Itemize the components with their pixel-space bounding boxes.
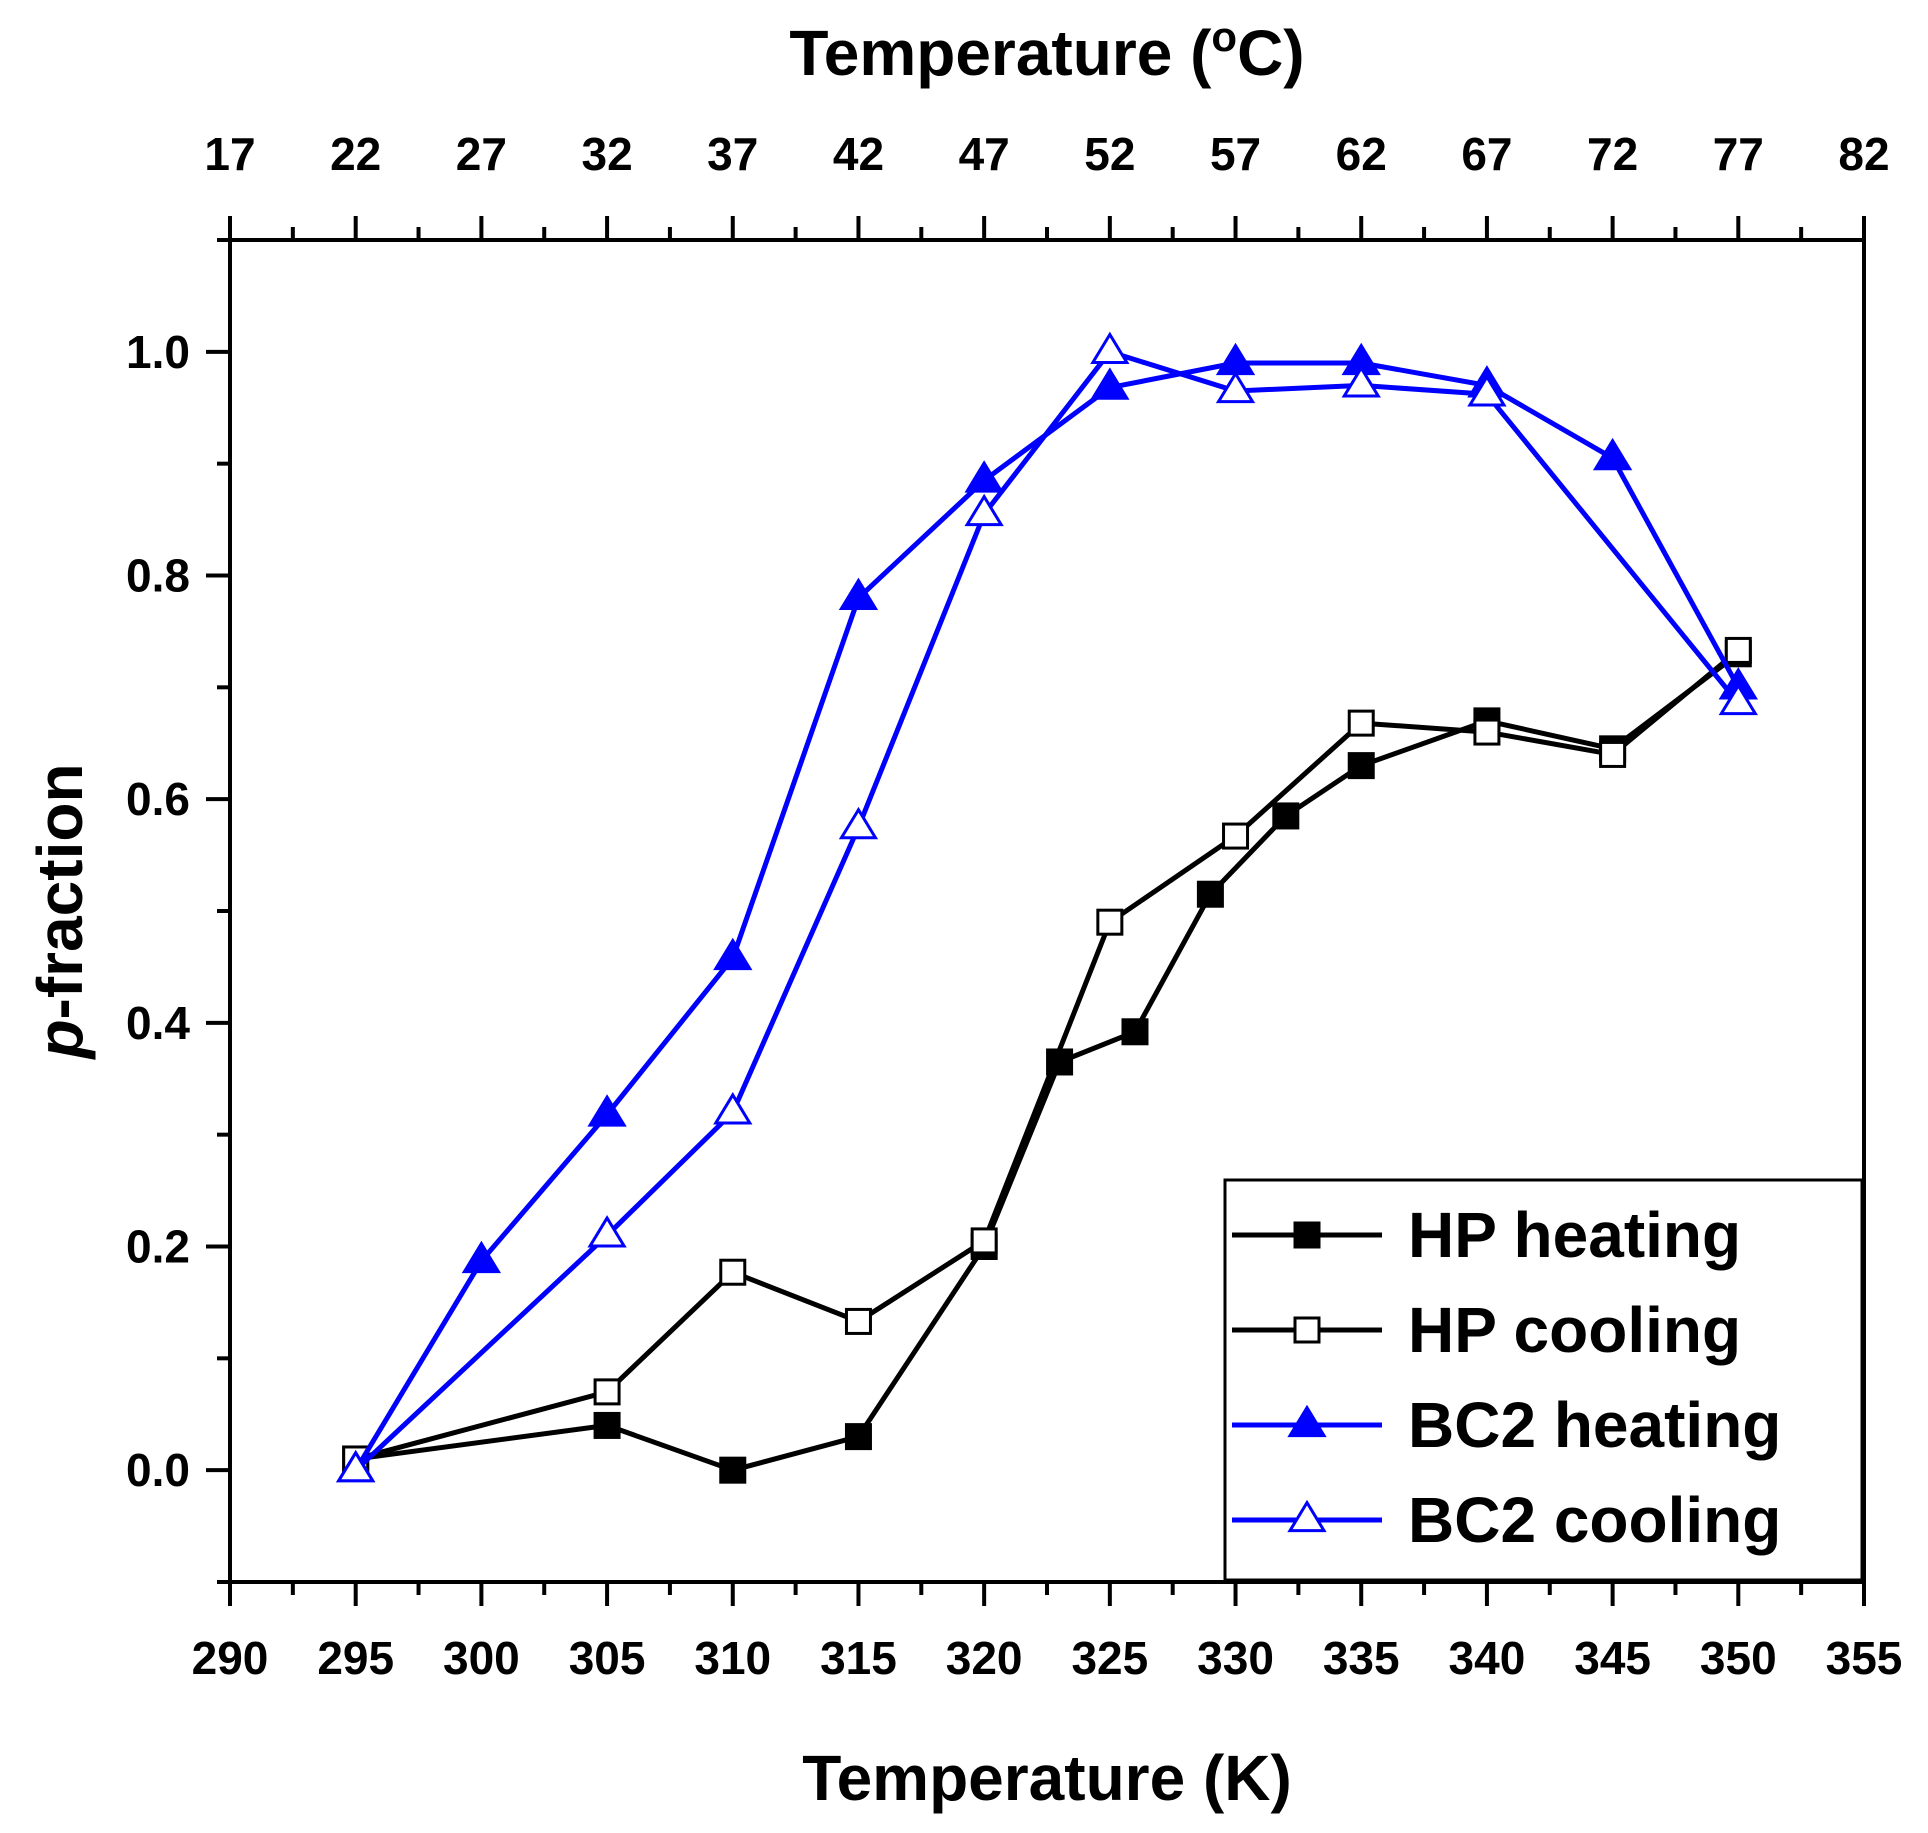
series-hp-cooling (342, 636, 1752, 1473)
legend-label-hp-cooling: HP cooling (1408, 1294, 1741, 1366)
x-tick-label: 295 (317, 1632, 394, 1684)
top-tick-label: 27 (456, 128, 507, 180)
data-point-bc2-heating (461, 1240, 502, 1274)
data-point-bc2-cooling (1341, 365, 1381, 398)
x-axis-title: Temperature (K) (802, 1742, 1292, 1814)
legend-label-bc2-cooling: BC2 cooling (1408, 1484, 1781, 1556)
data-point-hp-heating (1272, 802, 1300, 830)
legend-marker-hp-cooling (1293, 1316, 1321, 1344)
y-axis: 0.0 0.2 0.4 0.6 0.8 1.0 (126, 238, 230, 1584)
data-point-hp-cooling (719, 1258, 747, 1286)
bottom-x-axis: 290 295 300 305 310 315 320 325 330 335 340 345 350 3… (192, 1582, 1903, 1684)
y-tick-label: 1.0 (126, 326, 190, 378)
data-point-hp-heating (1347, 752, 1375, 780)
legend-box (1223, 1178, 1864, 1582)
x-tick-label: 320 (946, 1632, 1023, 1684)
top-tick-label: 52 (1084, 128, 1135, 180)
legend: HP heating HP cooling BC2 heating BC2 cooli… (1223, 1178, 1864, 1582)
top-tick-label: 47 (959, 128, 1010, 180)
top-tick-label: 32 (581, 128, 632, 180)
x-tick-label: 300 (443, 1632, 520, 1684)
data-point-hp-cooling (593, 1378, 621, 1406)
data-point-bc2-heating (838, 577, 879, 611)
data-point-bc2-cooling (1718, 682, 1758, 716)
legend-label-bc2-heating: BC2 heating (1408, 1389, 1781, 1461)
data-point-hp-heating (1121, 1018, 1149, 1046)
data-point-bc2-cooling (1215, 370, 1256, 404)
x-tick-label: 305 (569, 1632, 646, 1684)
data-point-hp-heating (593, 1411, 621, 1439)
data-point-bc2-heating (713, 937, 753, 971)
legend-marker-bc2-cooling (1287, 1499, 1327, 1533)
data-point-bc2-cooling (713, 1092, 753, 1125)
top-x-axis: 17 22 27 32 37 42 47 52 57 62 67 72 77 82 (204, 128, 1890, 240)
data-point-bc2-cooling (1090, 331, 1130, 364)
x-tick-label: 355 (1826, 1632, 1903, 1684)
x-tick-label: 330 (1197, 1632, 1274, 1684)
data-point-hp-cooling (1096, 908, 1124, 936)
data-point-bc2-heating (1592, 437, 1633, 471)
top-tick-label: 37 (707, 128, 758, 180)
data-point-hp-cooling (970, 1227, 998, 1255)
data-point-hp-cooling (1347, 709, 1375, 737)
top-tick-label: 77 (1713, 128, 1764, 180)
series-bc2-cooling (336, 331, 1758, 1483)
data-point-bc2-heating (1215, 342, 1256, 376)
data-point-bc2-cooling (964, 493, 1004, 527)
y-tick-label: 0.4 (126, 997, 190, 1049)
y-tick-label: 0.6 (126, 773, 190, 825)
data-point-bc2-cooling (587, 1215, 627, 1248)
top-tick-label: 72 (1587, 128, 1638, 180)
x-tick-label: 345 (1574, 1632, 1651, 1684)
x-tick-label: 290 (192, 1632, 269, 1684)
data-point-bc2-cooling (838, 806, 879, 840)
top-tick-label: 57 (1210, 128, 1261, 180)
series-layer (336, 331, 1758, 1484)
data-point-hp-cooling (1599, 740, 1627, 768)
y-tick-label: 0.8 (126, 550, 190, 602)
top-tick-label: 67 (1461, 128, 1512, 180)
top-tick-label: 42 (833, 128, 884, 180)
x-tick-label: 340 (1449, 1632, 1526, 1684)
legend-marker-hp-heating (1293, 1221, 1321, 1249)
data-point-hp-cooling (1222, 822, 1250, 850)
data-point-hp-cooling (844, 1307, 872, 1335)
top-tick-label: 62 (1336, 128, 1387, 180)
data-point-hp-heating (719, 1456, 747, 1484)
data-point-bc2-heating (1090, 367, 1130, 400)
x-tick-label: 350 (1700, 1632, 1777, 1684)
data-point-bc2-cooling (1467, 374, 1507, 407)
data-point-hp-heating (844, 1423, 872, 1451)
top-tick-label: 17 (204, 128, 255, 180)
data-point-bc2-heating (964, 460, 1004, 493)
legend-label-hp-heating: HP heating (1408, 1199, 1741, 1271)
legend-marker-bc2-heating (1287, 1404, 1327, 1438)
top-tick-label: 22 (330, 128, 381, 180)
data-point-hp-heating (1196, 880, 1224, 908)
x-tick-label: 325 (1071, 1632, 1148, 1684)
x-tick-label: 315 (820, 1632, 897, 1684)
x-tick-label: 310 (694, 1632, 771, 1684)
top-tick-label: 82 (1838, 128, 1889, 180)
x-tick-label: 335 (1323, 1632, 1400, 1684)
data-point-bc2-cooling (336, 1449, 376, 1483)
y-axis-title: p-fraction (24, 763, 96, 1060)
series-line-bc2-cooling (353, 349, 1741, 1473)
top-x-axis-title: Temperature (oC) (789, 13, 1304, 89)
data-point-hp-cooling (1473, 718, 1501, 746)
y-tick-label: 0.2 (126, 1221, 190, 1273)
data-point-hp-cooling (1724, 636, 1752, 664)
y-tick-label: 0.0 (126, 1444, 190, 1496)
data-point-bc2-heating (587, 1094, 627, 1127)
